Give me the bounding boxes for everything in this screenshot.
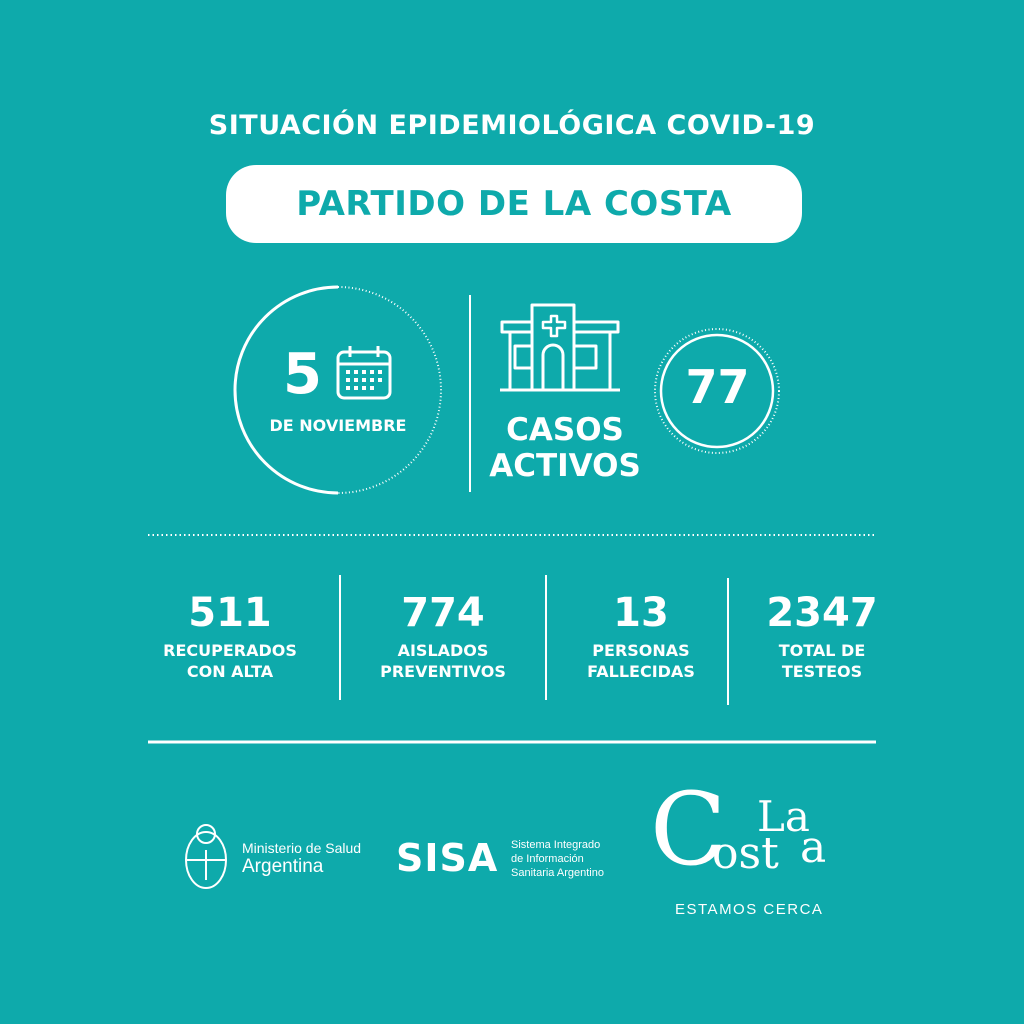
stat-label: CON ALTA <box>186 662 274 681</box>
sisa-line2: de Información <box>511 853 584 865</box>
stat-testeos: 2347 TOTAL DE TESTEOS <box>722 590 922 682</box>
hospital-icon <box>500 303 620 392</box>
sisa-line3: Sanitaria Argentino <box>511 867 604 879</box>
stat-value: 2347 <box>766 590 878 636</box>
ministerio-logo: Ministerio de Salud Argentina <box>242 840 361 878</box>
stat-fallecidos: 13 PERSONAS FALLECIDAS <box>541 590 741 682</box>
stat-recuperados: 511 RECUPERADOS CON ALTA <box>130 590 330 682</box>
active-cases-label-line2: ACTIVOS <box>489 448 641 484</box>
stat-label: TOTAL DE <box>778 641 866 660</box>
stat-label: FALLECIDAS <box>587 662 695 681</box>
argentina-coat-of-arms-icon <box>185 824 227 889</box>
active-cases-label: CASOS ACTIVOS <box>480 412 650 484</box>
stat-label: PREVENTIVOS <box>380 662 506 681</box>
date-circle <box>233 285 442 495</box>
stat-label: AISLADOS <box>397 641 489 660</box>
calendar-icon <box>336 346 392 400</box>
date-month: DE NOVIEMBRE <box>269 416 407 435</box>
sisa-description: Sistema Integrado de Información Sanitar… <box>511 838 604 880</box>
sisa-line1: Sistema Integrado <box>511 839 601 851</box>
stat-value: 511 <box>188 590 272 636</box>
ministerio-line1: Ministerio de Salud <box>242 840 362 856</box>
active-cases-circle <box>654 328 780 454</box>
stat-value: 13 <box>613 590 669 636</box>
active-cases-label-line1: CASOS <box>506 412 624 448</box>
stat-label: TESTEOS <box>781 662 863 681</box>
stat-label: RECUPERADOS <box>163 641 297 660</box>
ministerio-line2: Argentina <box>242 856 324 877</box>
page-title: SITUACIÓN EPIDEMIOLÓGICA COVID-19 <box>208 110 816 141</box>
active-cases-value: 77 <box>685 360 750 414</box>
location-badge: PARTIDO DE LA COSTA <box>226 165 802 243</box>
stat-value: 774 <box>401 590 485 636</box>
la-costa-tagline: ESTAMOS CERCA <box>675 901 824 918</box>
stat-label: PERSONAS <box>592 641 690 660</box>
sisa-logo: SISA <box>396 836 499 880</box>
stat-aislados: 774 AISLADOS PREVENTIVOS <box>343 590 543 682</box>
date-day: 5 <box>283 342 322 407</box>
la-costa-logo: C La ost a <box>650 771 827 888</box>
